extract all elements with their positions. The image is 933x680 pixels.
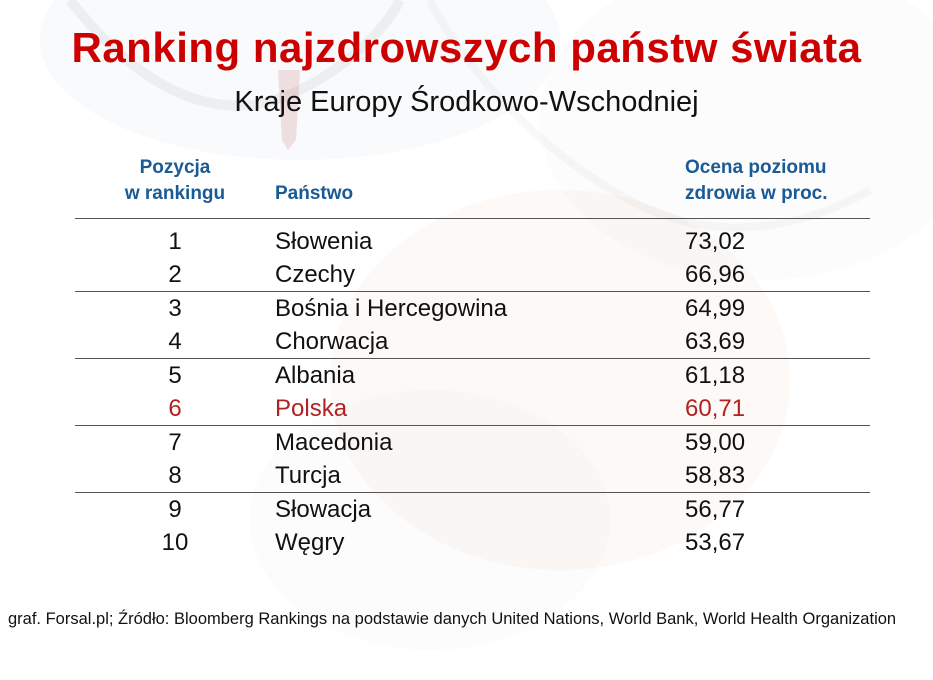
cell-position: 4 [75, 325, 275, 360]
cell-score: 64,99 [685, 295, 746, 323]
cell-country: Węgry [275, 529, 345, 557]
table-row: 9 Słowacja 56,77 [75, 493, 870, 527]
table-row: 6 Polska 60,71 [75, 392, 870, 427]
col-header-country: Państwo [275, 155, 685, 220]
cell-country: Turcja [275, 459, 685, 494]
table-row: 2 Czechy 66,96 [75, 258, 870, 293]
cell-country: Polska [275, 392, 685, 427]
cell-position: 9 [168, 496, 182, 524]
cell-country: Albania [275, 362, 356, 390]
table-row: 8 Turcja 58,83 [75, 459, 870, 494]
table-row: 5 Albania 61,18 [75, 359, 870, 393]
col-header-score: Ocena poziomu zdrowia w proc. [685, 155, 870, 220]
cell-score: 59,00 [685, 429, 746, 457]
table-row: 4 Chorwacja 63,69 [75, 325, 870, 360]
cell-score: 63,69 [685, 325, 870, 360]
header-line: w rankingu [124, 182, 226, 204]
cell-position: 6 [75, 392, 275, 427]
header-line: Ocena poziomu [685, 157, 827, 178]
table-row: 3 Bośnia i Hercegowina 64,99 [75, 292, 870, 326]
col-header-position: Pozycja w rankingu [75, 155, 275, 220]
cell-country: Czechy [275, 258, 685, 293]
cell-country: Słowacja [275, 496, 372, 524]
cell-score: 60,71 [685, 392, 870, 427]
cell-position: 1 [168, 228, 182, 256]
source-note: graf. Forsal.pl; Źródło: Bloomberg Ranki… [8, 610, 897, 628]
cell-position: 5 [168, 362, 182, 390]
cell-country: Chorwacja [275, 325, 685, 360]
cell-score: 58,83 [685, 459, 870, 494]
cell-position: 2 [75, 258, 275, 293]
header-row: Pozycja w rankingu Państwo Ocena poziomu… [75, 155, 870, 220]
cell-position: 8 [75, 459, 275, 494]
cell-score: 66,96 [685, 258, 870, 293]
table-row: 10 Węgry 53,67 [75, 526, 870, 559]
table-row: 1 Słowenia 73,02 [75, 219, 870, 259]
cell-score: 61,18 [685, 362, 746, 390]
cell-position: 10 [161, 529, 189, 557]
table-row: 7 Macedonia 59,00 [75, 426, 870, 460]
cell-position: 7 [168, 429, 182, 457]
cell-country: Macedonia [275, 429, 393, 457]
table-body: 1 Słowenia 73,02 2 Czechy 66,96 3 Bośnia i Herc… [75, 219, 870, 560]
cell-score: 53,67 [685, 529, 746, 557]
cell-country: Słowenia [275, 228, 373, 256]
ranking-table: Pozycja w rankingu Państwo Ocena poziomu… [75, 155, 870, 559]
header-line: zdrowia w proc. [685, 182, 828, 204]
cell-country: Bośnia i Hercegowina [275, 295, 508, 323]
page-title: Ranking najzdrowszych państw świata [71, 24, 862, 71]
cell-score: 73,02 [685, 228, 746, 256]
cell-score: 56,77 [685, 496, 746, 524]
cell-position: 3 [168, 295, 182, 323]
header-line: Pozycja [139, 157, 211, 178]
page-subtitle: Kraje Europy Środkowo-Wschodniej [234, 86, 699, 118]
